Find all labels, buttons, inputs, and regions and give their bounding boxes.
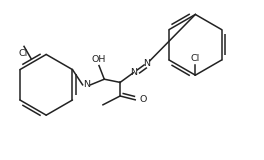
Text: OH: OH [92, 55, 106, 64]
Text: N: N [83, 80, 90, 89]
Text: Cl: Cl [19, 48, 28, 57]
Text: N: N [130, 68, 137, 77]
Text: Cl: Cl [191, 54, 200, 63]
Text: N: N [143, 59, 150, 68]
Text: O: O [140, 96, 147, 104]
